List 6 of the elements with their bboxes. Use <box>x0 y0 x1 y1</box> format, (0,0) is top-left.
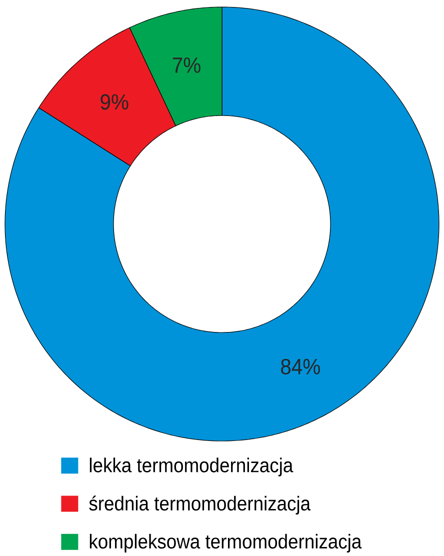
data-label: 9% <box>100 94 128 110</box>
legend-label: średnia termomodernizacja <box>89 496 311 515</box>
data-label: 84% <box>281 358 320 374</box>
legend-label: kompleksowa termomodernizacja <box>90 534 362 553</box>
legend-label: lekka termomodernizacja <box>90 458 294 476</box>
data-label: 7% <box>172 57 200 73</box>
